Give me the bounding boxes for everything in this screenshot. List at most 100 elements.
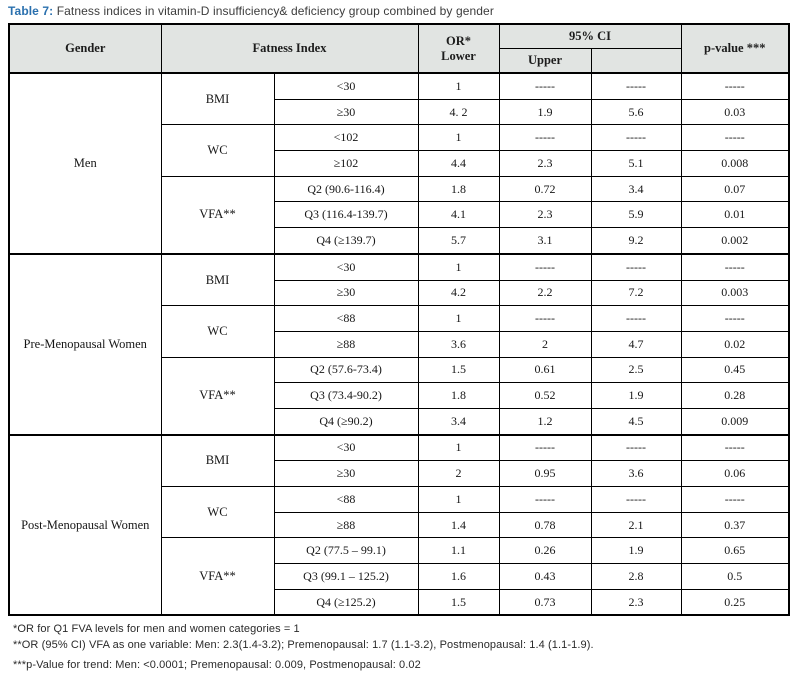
category-cell: Q4 (≥125.2) [273, 588, 419, 616]
header-ci-blank [590, 48, 682, 74]
header-95-ci: 95% CI [498, 23, 682, 49]
ci-second-cell: 5.6 [590, 98, 682, 126]
ci-second-cell: 4.5 [590, 407, 682, 436]
table-row: ≥88 1.4 0.78 2.1 0.37 [9, 511, 790, 539]
p-value-cell: ----- [680, 433, 790, 462]
ci-second-cell: ----- [590, 124, 682, 152]
table-caption: Table 7: Fatness indices in vitamin-D in… [8, 4, 788, 18]
ci-second-cell: 1.9 [590, 537, 682, 565]
table-row: VFA** Q2 (57.6-73.4) 1.5 0.61 2.5 0.45 [9, 356, 790, 436]
ci-upper-cell: 1.2 [498, 407, 592, 436]
ci-second-cell: 3.6 [590, 460, 682, 487]
ci-second-cell: 5.9 [590, 201, 682, 229]
gender-cell: Post-Menopausal Women [8, 433, 162, 616]
category-cell: ≥30 [273, 98, 419, 126]
category-cell: ≥88 [273, 511, 419, 539]
p-value-cell: 0.06 [680, 460, 790, 487]
ci-upper-cell: ----- [498, 305, 592, 332]
header-or-line1: OR* [446, 34, 471, 49]
table-row: WC <102 1 ----- ----- ----- [9, 124, 790, 177]
fatness-index-cell: BMI [160, 433, 275, 487]
category-cell: Q2 (90.6-116.4) [273, 175, 419, 203]
or-lower-cell: 1.5 [417, 588, 500, 616]
or-lower-cell: 1.8 [417, 175, 500, 203]
ci-second-cell: 3.4 [590, 175, 682, 203]
or-lower-cell: 1 [417, 433, 500, 462]
category-cell: Q4 (≥139.7) [273, 227, 419, 255]
category-cell: Q3 (73.4-90.2) [273, 382, 419, 409]
ci-second-cell: 5.1 [590, 150, 682, 177]
ci-upper-cell: 2.3 [498, 201, 592, 229]
or-lower-cell: 1 [417, 486, 500, 513]
ci-upper-cell: 0.52 [498, 382, 592, 409]
ci-second-cell: 4.7 [590, 330, 682, 358]
p-value-cell: ----- [680, 252, 790, 281]
or-lower-cell: 4.4 [417, 150, 500, 177]
table-row: ≥30 4. 2 1.9 5.6 0.03 [9, 98, 790, 126]
table-row: Q3 (116.4-139.7) 4.1 2.3 5.9 0.01 [9, 201, 790, 229]
fatness-index-cell: VFA** [160, 537, 275, 616]
p-value-cell: 0.008 [680, 150, 790, 177]
fatness-index-cell: VFA** [160, 356, 275, 436]
p-value-cell: 0.002 [680, 227, 790, 255]
header-gender: Gender [8, 23, 162, 74]
p-value-cell: 0.45 [680, 356, 790, 384]
p-value-cell: 0.37 [680, 511, 790, 539]
or-lower-cell: 1.5 [417, 356, 500, 384]
ci-upper-cell: 3.1 [498, 227, 592, 255]
category-cell: ≥88 [273, 330, 419, 358]
fatness-index-cell: VFA** [160, 175, 275, 255]
or-lower-cell: 4.2 [417, 279, 500, 307]
table-row: Post-Menopausal Women BMI <30 1 ----- ----- --… [8, 433, 790, 616]
category-cell: ≥30 [273, 279, 419, 307]
p-value-cell: 0.009 [680, 407, 790, 436]
ci-upper-cell: 2.2 [498, 279, 592, 307]
ci-second-cell: 2.1 [590, 511, 682, 539]
ci-upper-cell: 0.26 [498, 537, 592, 565]
table-row: Q3 (73.4-90.2) 1.8 0.52 1.9 0.28 [9, 382, 790, 409]
ci-upper-cell: 0.43 [498, 563, 592, 590]
fatness-indices-table: Gender Fatness Index OR* Lower 95% CI p-… [8, 23, 790, 617]
ci-second-cell: 7.2 [590, 279, 682, 307]
category-cell: <88 [273, 486, 419, 513]
category-cell: Q3 (116.4-139.7) [273, 201, 419, 229]
p-value-cell: 0.65 [680, 537, 790, 565]
or-lower-cell: 3.4 [417, 407, 500, 436]
footnote-p-trend: ***p-Value for trend: Men: <0.0001; Prem… [13, 659, 421, 672]
footnote-or-q1: *OR for Q1 FVA levels for men and women … [13, 623, 300, 636]
fatness-index-cell: WC [160, 485, 275, 539]
fatness-index-cell: WC [160, 305, 275, 358]
table-header: Gender Fatness Index OR* Lower 95% CI p-… [8, 23, 790, 74]
ci-upper-cell: 0.95 [498, 460, 592, 487]
gender-cell: Men [8, 72, 162, 255]
table-row: ≥102 4.4 2.3 5.1 0.008 [9, 150, 790, 177]
or-lower-cell: 5.7 [417, 227, 500, 255]
p-value-cell: 0.28 [680, 382, 790, 409]
footnote-or-vfa: **OR (95% CI) VFA as one variable: Men: … [13, 639, 594, 652]
category-cell: <30 [273, 71, 419, 100]
fatness-index-cell: WC [160, 124, 275, 177]
category-cell: ≥30 [273, 460, 419, 487]
ci-upper-cell: 2 [498, 330, 592, 358]
table-row: ≥30 4.2 2.2 7.2 0.003 [9, 279, 790, 307]
ci-upper-cell: 2.3 [498, 150, 592, 177]
ci-second-cell: 2.3 [590, 588, 682, 616]
p-value-cell: ----- [680, 305, 790, 332]
ci-second-cell: 2.8 [590, 563, 682, 590]
category-cell: Q4 (≥90.2) [273, 407, 419, 436]
table-row: WC <88 1 ----- ----- ----- [9, 485, 790, 539]
ci-second-cell: ----- [590, 305, 682, 332]
p-value-cell: 0.5 [680, 563, 790, 590]
ci-upper-cell: 1.9 [498, 98, 592, 126]
or-lower-cell: 4. 2 [417, 98, 500, 126]
ci-second-cell: 1.9 [590, 382, 682, 409]
header-row-1: Gender Fatness Index OR* Lower 95% CI p-… [8, 23, 790, 74]
header-row-2: Upper [9, 48, 789, 74]
or-lower-cell: 1.6 [417, 563, 500, 590]
table-row: ≥30 2 0.95 3.6 0.06 [9, 460, 790, 487]
table-caption-text: Fatness indices in vitamin-D insufficien… [53, 4, 494, 18]
header-fatness-index: Fatness Index [160, 23, 419, 74]
header-or-line2: Lower [441, 48, 476, 63]
ci-upper-cell: ----- [498, 124, 592, 152]
footnotes: *OR for Q1 FVA levels for men and women … [10, 622, 788, 674]
